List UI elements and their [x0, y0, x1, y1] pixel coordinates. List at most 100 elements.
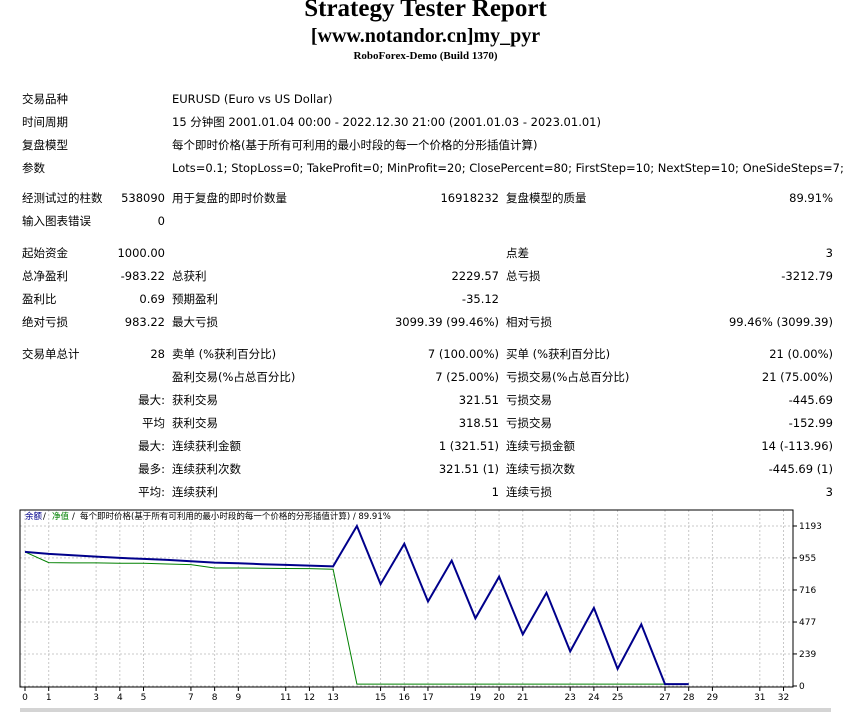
x-tick-label: 19 — [470, 693, 482, 703]
reldd-value: 99.46% (3099.39) — [728, 315, 833, 329]
avg-loss-value: -152.99 — [788, 416, 833, 430]
x-tick-label: 1 — [46, 693, 52, 703]
legend-text: 每个即时价格(基于所有可利用的最小时段的每一个价格的分形插值计算) / 89.9… — [80, 511, 391, 522]
absdd-label: 绝对亏损 — [22, 315, 68, 329]
avg-profit-value: 318.51 — [458, 416, 499, 430]
short-value: 7 (100.00%) — [427, 347, 499, 361]
long-label: 买单 (%获利百分比) — [506, 347, 611, 361]
avg2-label: 平均: — [138, 485, 165, 499]
report-server: RoboForex-Demo (Build 1370) — [353, 50, 498, 62]
period-label: 时间周期 — [22, 115, 68, 129]
x-tick-label: 29 — [707, 693, 719, 703]
y-tick-label: 0 — [799, 682, 805, 692]
trades-value: 28 — [150, 347, 165, 361]
symbol-label: 交易品种 — [22, 92, 68, 106]
trades-label: 交易单总计 — [22, 347, 80, 361]
spread-label: 点差 — [506, 246, 529, 260]
report-title: Strategy Tester Report — [304, 0, 547, 22]
ticks-label: 用于复盘的即时价数量 — [172, 191, 287, 205]
avg-loss-label: 亏损交易 — [506, 416, 552, 430]
deposit-label: 起始资金 — [22, 246, 68, 260]
short-label: 卖单 (%获利百分比) — [172, 347, 277, 361]
avgconsec-win-label: 连续获利 — [172, 485, 218, 499]
x-tick-label: 28 — [683, 693, 695, 703]
x-tick-label: 27 — [659, 693, 670, 703]
legend-sep2: / — [72, 512, 75, 522]
balance-chart: 0 1 3 4 5 7 8 9 11 12 13 15 16 17 19 20 21 23 24 25 27 28 29 31… — [0, 506, 851, 712]
x-tick-label: 16 — [399, 693, 411, 703]
y-tick-label: 239 — [799, 650, 816, 660]
legend-sep1: / — [43, 512, 46, 522]
x-tick-label: 12 — [304, 693, 315, 703]
bars-value: 538090 — [121, 191, 165, 205]
maxconsec-profit-label: 连续获利次数 — [172, 462, 241, 476]
avgconsec-loss-value: 3 — [825, 485, 833, 499]
x-tick-label: 23 — [564, 693, 575, 703]
quality-value: 89.91% — [789, 191, 833, 205]
x-tick-label: 15 — [375, 693, 386, 703]
avg-label: 平均 — [142, 416, 165, 430]
payoff-label: 预期盈利 — [172, 292, 218, 306]
grossloss-value: -3212.79 — [781, 269, 833, 283]
spread-value: 3 — [825, 246, 833, 260]
x-tick-label: 24 — [588, 693, 600, 703]
legend-balance: 余额 — [25, 511, 43, 522]
x-tick-label: 3 — [93, 693, 99, 703]
legend-equity: 净值 — [52, 511, 70, 522]
grossprofit-value: 2229.57 — [451, 269, 499, 283]
maxconsec-loss-label: 连续亏损金额 — [506, 439, 575, 453]
most-label: 最多: — [138, 462, 165, 476]
x-tick-label: 5 — [141, 693, 147, 703]
model-value: 每个即时价格(基于所有可利用的最小时段的每一个价格的分形插值计算) — [172, 138, 538, 152]
chart-scrollbar[interactable] — [20, 708, 831, 712]
x-tick-label: 11 — [280, 693, 291, 703]
pf-label: 盈利比 — [22, 292, 57, 306]
maxconsec-profit-value: 321.51 (1) — [438, 462, 499, 476]
maxdd-value: 3099.39 (99.46%) — [394, 315, 499, 329]
x-tick-label: 21 — [517, 693, 528, 703]
largest-loss-label: 亏损交易 — [506, 393, 552, 407]
long-value: 21 (0.00%) — [769, 347, 833, 361]
maxconsec-win-value: 1 (321.51) — [438, 439, 499, 453]
x-tick-label: 25 — [612, 693, 623, 703]
avg-profit-label: 获利交易 — [172, 416, 218, 430]
x-tick-label: 32 — [778, 693, 789, 703]
chart-background — [0, 506, 851, 712]
quality-label: 复盘模型的质量 — [506, 191, 587, 205]
model-label: 复盘模型 — [22, 138, 68, 152]
proftrades-value: 7 (25.00%) — [435, 370, 499, 384]
plot-frame — [19, 509, 794, 688]
max2-label: 最大: — [138, 439, 165, 453]
report-subtitle: [www.notandor.cn]my_pyr — [310, 25, 541, 47]
errors-label: 输入图表错误 — [22, 214, 91, 228]
symbol-value: EURUSD (Euro vs US Dollar) — [172, 92, 333, 106]
params-label: 参数 — [22, 161, 45, 175]
deposit-value: 1000.00 — [117, 246, 165, 260]
maxconsec-lossamt-value: -445.69 (1) — [768, 462, 833, 476]
largest-profit-label: 获利交易 — [172, 393, 218, 407]
y-tick-label: 477 — [799, 618, 816, 628]
period-value: 15 分钟图 2001.01.04 00:00 - 2022.12.30 21:… — [172, 115, 601, 129]
ticks-value: 16918232 — [440, 191, 499, 205]
avgconsec-win-value: 1 — [491, 485, 499, 499]
balance-chart-svg: 0 1 3 4 5 7 8 9 11 12 13 15 16 17 19 20 21 23 24 25 27 28 29 31… — [0, 506, 851, 712]
x-tick-label: 20 — [493, 693, 505, 703]
maxconsec-win-label: 连续获利金额 — [172, 439, 241, 453]
errors-value: 0 — [157, 214, 165, 228]
equity-line — [24, 551, 689, 685]
max-label: 最大: — [138, 393, 165, 407]
maxconsec-lossamt-label: 连续亏损次数 — [506, 462, 575, 476]
balance-line — [24, 523, 689, 686]
reldd-label: 相对亏损 — [506, 315, 552, 329]
x-tick-label: 9 — [235, 693, 241, 703]
largest-profit-value: 321.51 — [458, 393, 499, 407]
payoff-value: -35.12 — [461, 292, 499, 306]
x-tick-label: 31 — [754, 693, 765, 703]
x-tick-label: 8 — [212, 693, 218, 703]
maxdd-label: 最大亏损 — [172, 315, 218, 329]
largest-loss-value: -445.69 — [788, 393, 833, 407]
grossloss-label: 总亏损 — [506, 269, 541, 283]
proftrades-label: 盈利交易(%占总百分比) — [172, 370, 296, 384]
y-tick-label: 1193 — [799, 522, 822, 532]
bars-label: 经测试过的柱数 — [22, 191, 103, 205]
